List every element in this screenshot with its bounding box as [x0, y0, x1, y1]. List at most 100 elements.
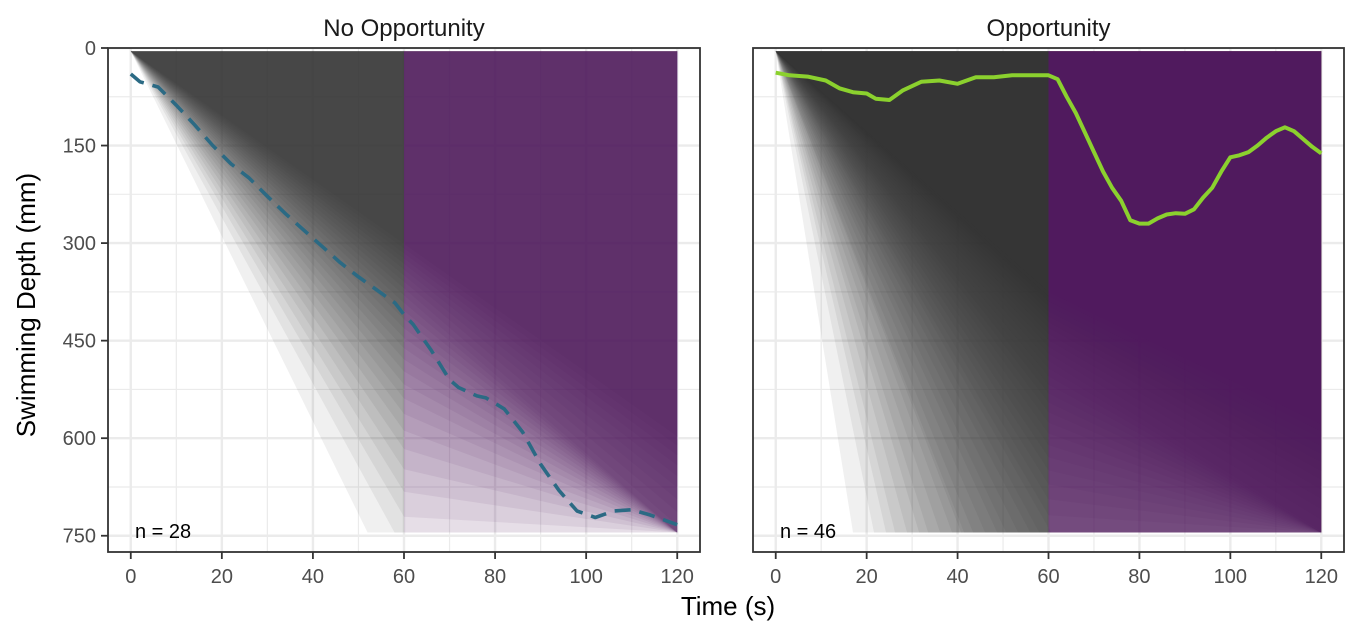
- trajectory-post: [1048, 51, 1322, 533]
- trajectory-pre: [775, 51, 1049, 328]
- trajectory-post: [404, 51, 678, 533]
- trajectory-post: [404, 51, 678, 477]
- trajectory-post: [404, 51, 678, 533]
- trajectory-pre: [130, 51, 404, 311]
- trajectory-pre: [775, 51, 1049, 312]
- trajectory-pre: [775, 51, 1049, 533]
- trajectory-pre: [775, 51, 1049, 369]
- trajectory-pre: [775, 51, 1049, 403]
- trajectory-pre: [775, 51, 1049, 354]
- trajectory-post: [404, 51, 678, 533]
- trajectory-pre: [775, 51, 1049, 334]
- trajectory-envelope: [775, 51, 1322, 533]
- trajectory-pre: [775, 51, 1049, 533]
- panel-title: No Opportunity: [323, 15, 484, 42]
- trajectory-post: [1048, 51, 1322, 425]
- x-tick-label: 80: [484, 566, 506, 588]
- trajectory-post: [1048, 51, 1322, 533]
- trajectory-post: [1048, 51, 1322, 533]
- trajectory-pre: [775, 51, 1049, 292]
- trajectory-post: [1048, 51, 1322, 533]
- trajectory-post: [404, 51, 678, 533]
- panel-title: Opportunity: [986, 15, 1110, 42]
- trajectory-pre: [775, 51, 1049, 423]
- trajectory-pre: [775, 51, 1049, 445]
- trajectory-pre: [130, 51, 404, 276]
- trajectory-post: [404, 51, 678, 533]
- trajectory-pre: [775, 51, 1049, 533]
- y-tick-label: 600: [63, 428, 96, 450]
- trajectory-post: [1048, 51, 1322, 533]
- trajectory-pre: [130, 51, 404, 450]
- grid: [753, 48, 1344, 552]
- trajectory-post: [1048, 51, 1322, 533]
- trajectory-post: [404, 51, 678, 533]
- trajectory-post: [1048, 51, 1322, 533]
- trajectory-post: [1048, 51, 1322, 533]
- trajectory-pre: [775, 51, 1049, 385]
- trajectory-pre: [130, 51, 404, 244]
- trajectory-post: [404, 51, 678, 533]
- trajectory-post: [1048, 51, 1322, 533]
- trajectory-pre: [130, 51, 404, 470]
- trajectory-pre: [775, 51, 1049, 434]
- trajectory-post: [404, 51, 678, 533]
- trajectory-pre: [775, 51, 1049, 533]
- trajectory-envelope: [130, 51, 678, 533]
- trajectory-post: [1048, 51, 1322, 531]
- trajectory-pre: [130, 51, 404, 517]
- trajectory-post: [1048, 51, 1322, 533]
- trajectory-pre: [775, 51, 1049, 533]
- trajectory-post: [1048, 51, 1322, 533]
- x-tick-label: 20: [211, 566, 233, 588]
- trajectory-pre: [130, 51, 404, 296]
- trajectory-pre: [130, 51, 404, 492]
- trajectory-post: [404, 51, 678, 533]
- trajectory-pre: [775, 51, 1049, 307]
- x-tick-label: 80: [1128, 566, 1150, 588]
- panel-1: n = 28 No Opportunity 0 20 40 60 80 100 120 0 150 3…: [63, 15, 701, 588]
- x-tick-label: 120: [1305, 566, 1338, 588]
- trajectory-pre: [775, 51, 1049, 500]
- trajectory-pre: [775, 51, 1049, 533]
- trajectory-pre: [775, 51, 1049, 347]
- trajectory-post: [404, 51, 678, 533]
- trajectory-pre: [775, 51, 1049, 317]
- trajectory-post: [404, 51, 678, 533]
- trajectory-pre: [775, 51, 1049, 533]
- trajectory-pre: [775, 51, 1049, 533]
- trajectory-pre: [130, 51, 404, 259]
- trajectory-post: [404, 51, 678, 533]
- sample-size-label: n = 28: [135, 521, 191, 543]
- x-tick-label: 40: [946, 566, 968, 588]
- panels-layer: n = 28 No Opportunity 0 20 40 60 80 100 120 0 150 3…: [63, 15, 1345, 588]
- trajectory-post: [1048, 51, 1322, 533]
- trajectory-pre: [775, 51, 1049, 302]
- x-tick-label: 40: [302, 566, 324, 588]
- trajectory-pre: [775, 51, 1049, 533]
- trajectory-pre: [775, 51, 1049, 516]
- trajectory-post: [404, 51, 678, 533]
- trajectory-post: [404, 51, 678, 533]
- trajectory-pre: [775, 51, 1049, 340]
- trajectory-pre: [130, 51, 404, 533]
- trajectory-pre: [130, 51, 404, 414]
- trajectory-post: [404, 51, 678, 446]
- x-tick-label: 100: [569, 566, 602, 588]
- y-tick-label: 0: [85, 38, 96, 60]
- panel-2: n = 46 Opportunity 0 20 40 60 80 100 120: [752, 15, 1345, 588]
- x-tick-label: 0: [125, 566, 136, 588]
- trajectory-pre: [130, 51, 404, 303]
- trajectory-post: [404, 51, 678, 488]
- trajectory-post: [1048, 51, 1322, 533]
- series-line: [775, 70, 1323, 226]
- y-tick-label: 750: [63, 526, 96, 548]
- trajectory-post: [1048, 51, 1322, 533]
- x-tick-label: 60: [393, 566, 415, 588]
- trajectory-post: [1048, 51, 1322, 533]
- trajectory-post: [1048, 51, 1322, 471]
- trajectory-pre: [775, 51, 1049, 394]
- trajectory-pre: [130, 51, 404, 533]
- x-tick-label: 60: [1037, 566, 1059, 588]
